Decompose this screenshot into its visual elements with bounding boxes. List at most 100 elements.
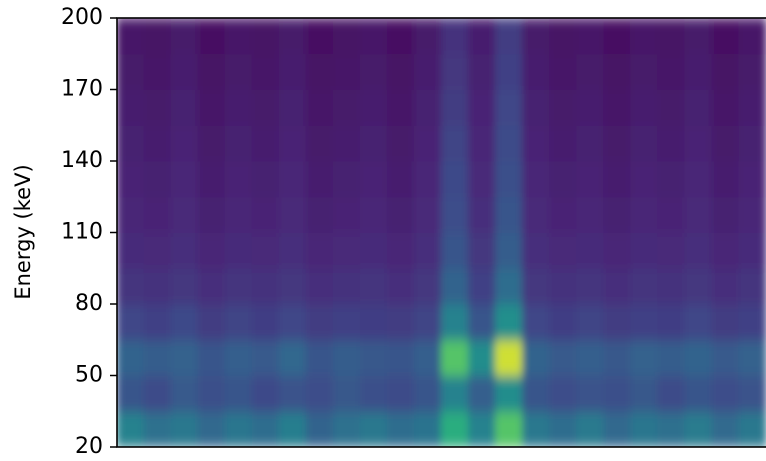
heatmap-cell <box>522 303 551 341</box>
heatmap-cell <box>413 53 442 90</box>
heatmap-cell <box>413 267 442 305</box>
heatmap-cell <box>386 89 415 126</box>
heatmap-cell <box>143 375 172 412</box>
heatmap-cell <box>251 232 280 269</box>
heatmap-cell <box>305 196 334 233</box>
heatmap-cell <box>495 89 524 126</box>
heatmap-cell <box>278 160 307 198</box>
heatmap-cell <box>603 124 632 162</box>
heatmap-cell <box>170 53 199 90</box>
heatmap-cell <box>495 339 524 376</box>
heatmap-cell <box>413 160 442 198</box>
heatmap-cell <box>305 267 334 305</box>
heatmap-cell <box>305 160 334 198</box>
heatmap-cell <box>630 53 659 90</box>
heatmap-cell <box>495 410 524 447</box>
heatmap-cell <box>495 53 524 90</box>
heatmap-cell <box>251 160 280 198</box>
heatmap-cell <box>386 410 415 447</box>
heatmap-cell <box>305 375 334 412</box>
y-tick-label: 50 <box>75 363 103 388</box>
heatmap-cell <box>170 410 199 447</box>
heatmap-cell <box>441 339 470 376</box>
heatmap-cell <box>576 53 605 90</box>
heatmap-cell <box>332 89 361 126</box>
heatmap-cell <box>657 124 686 162</box>
heatmap-cell <box>549 339 578 376</box>
heatmap-cell <box>711 303 740 341</box>
heatmap-cell <box>224 89 253 126</box>
y-tick-label: 80 <box>75 291 103 316</box>
heatmap-cell <box>117 18 145 55</box>
heatmap-cell <box>522 232 551 269</box>
heatmap-cell <box>117 160 145 198</box>
heatmap-cell <box>359 89 388 126</box>
heatmap-cell <box>305 232 334 269</box>
heatmap-cell <box>495 124 524 162</box>
heatmap-cell <box>684 18 713 55</box>
heatmap-cell <box>468 196 497 233</box>
heatmap-cell <box>332 375 361 412</box>
heatmap-cell <box>143 232 172 269</box>
heatmap-cell <box>630 18 659 55</box>
heatmap-cell <box>413 303 442 341</box>
heatmap-cell <box>468 267 497 305</box>
heatmap-cell <box>278 89 307 126</box>
heatmap-cell <box>332 18 361 55</box>
heatmap-cell <box>143 160 172 198</box>
heatmap-cell <box>549 303 578 341</box>
heatmap-cell <box>468 339 497 376</box>
heatmap-cell <box>738 160 766 198</box>
heatmap-cell <box>603 89 632 126</box>
heatmap-cell <box>413 232 442 269</box>
heatmap-cell <box>143 53 172 90</box>
y-tick-label: 140 <box>61 148 103 173</box>
heatmap-cell <box>386 196 415 233</box>
heatmap-cell <box>657 303 686 341</box>
heatmap-cell <box>441 410 470 447</box>
heatmap-cell <box>251 89 280 126</box>
heatmap-cell <box>522 339 551 376</box>
heatmap-cell <box>684 53 713 90</box>
y-tick-label: 200 <box>61 5 103 30</box>
heatmap-cell <box>386 375 415 412</box>
heatmap-cell <box>251 303 280 341</box>
heatmap-cell <box>576 375 605 412</box>
heatmap-cell <box>738 196 766 233</box>
heatmap-cell <box>117 196 145 233</box>
heatmap-cell <box>278 53 307 90</box>
heatmap-cell <box>495 232 524 269</box>
heatmap-cell <box>576 232 605 269</box>
heatmap-cell <box>359 375 388 412</box>
heatmap-cell <box>549 196 578 233</box>
heatmap-cell <box>332 303 361 341</box>
heatmap-cell <box>468 375 497 412</box>
heatmap-cell <box>711 410 740 447</box>
heatmap-cell <box>197 339 226 376</box>
heatmap-cell <box>251 124 280 162</box>
heatmap-cell <box>657 375 686 412</box>
heatmap-cell <box>657 232 686 269</box>
heatmap-cell <box>738 18 766 55</box>
heatmap-cell <box>278 410 307 447</box>
heatmap-cell <box>549 160 578 198</box>
heatmap-cell <box>170 375 199 412</box>
heatmap-cell <box>684 232 713 269</box>
heatmap-cell <box>495 303 524 341</box>
heatmap-cell <box>224 267 253 305</box>
heatmap-cell <box>468 303 497 341</box>
heatmap-cell <box>711 267 740 305</box>
heatmap-cell <box>441 375 470 412</box>
heatmap-cell <box>684 160 713 198</box>
heatmap-cell <box>305 303 334 341</box>
heatmap-cell <box>522 89 551 126</box>
heatmap-cell <box>657 196 686 233</box>
heatmap-cell <box>603 18 632 55</box>
heatmap-cell <box>684 124 713 162</box>
heatmap-cell <box>576 89 605 126</box>
heatmap-cell <box>576 410 605 447</box>
heatmap-cell <box>630 89 659 126</box>
heatmap-cell <box>332 410 361 447</box>
heatmap-cell <box>413 410 442 447</box>
